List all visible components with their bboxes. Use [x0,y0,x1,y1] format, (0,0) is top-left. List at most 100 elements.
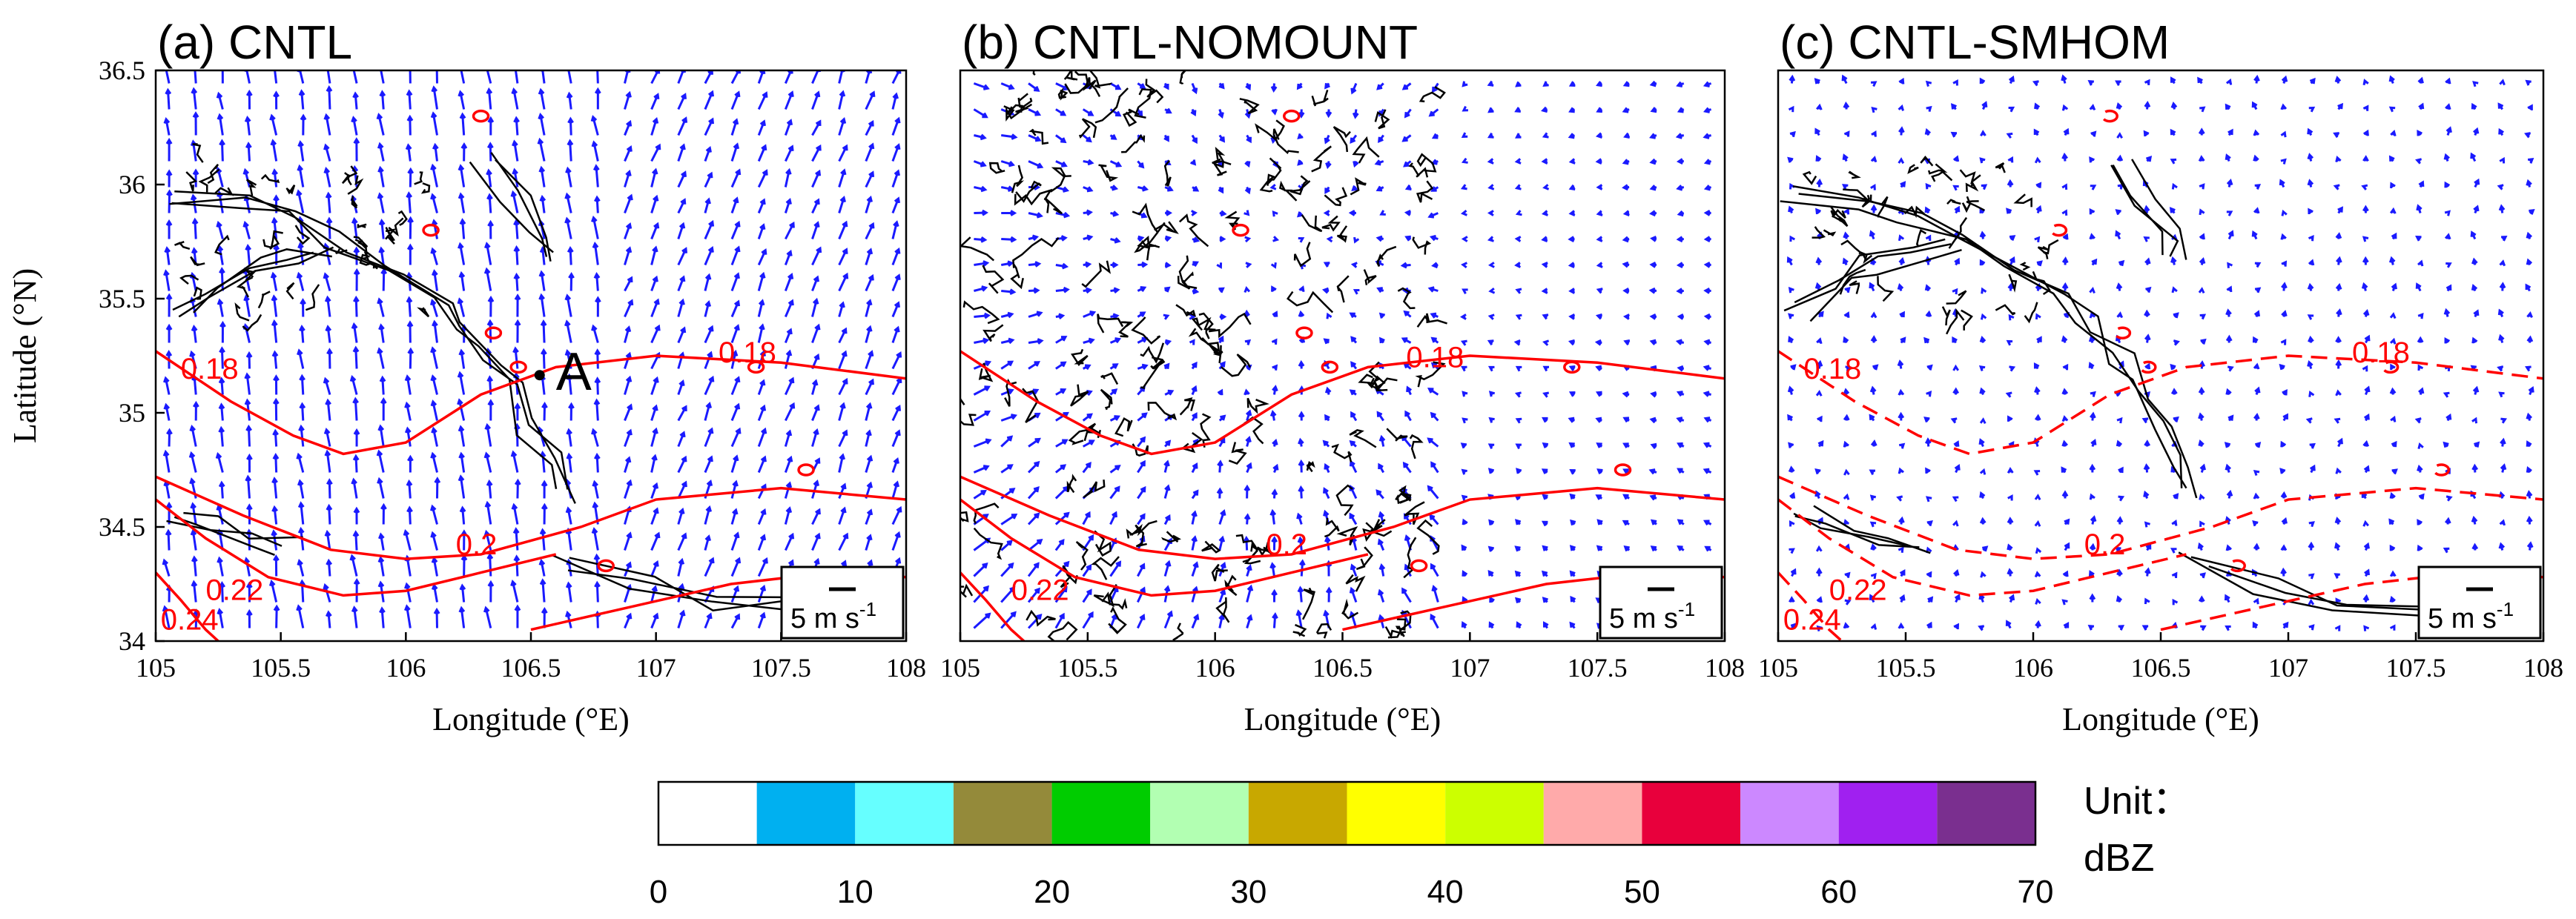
wind-vector-head [2143,205,2150,212]
wind-vector [405,584,412,603]
wind-vector-head [813,353,820,360]
wind-vector-head [458,606,466,613]
wind-vector-head [2226,179,2233,186]
wind-vector-head [1677,468,1683,474]
wind-vector [328,219,331,239]
wind-vector-head [270,271,277,279]
wind-vector-head [1898,104,1904,111]
wind-vector-head [1954,205,1961,213]
wind-vector-head [1815,208,1821,215]
wind-vector-head [2361,282,2368,289]
wind-vector-head [787,90,794,98]
contour-label: 0.18 [1803,353,1861,385]
wind-vector-head [2334,573,2340,580]
wind-vector [1000,540,1012,551]
wind-vector [838,431,848,448]
wind-vector [485,453,492,473]
wind-vector-head [297,164,304,171]
wind-vector-head [2280,158,2287,165]
wind-vector [163,560,171,577]
wind-vector-head [1217,388,1223,396]
y-tick-label: 36.5 [99,56,145,85]
wind-vector-head [652,482,659,489]
wind-vector-head [2145,543,2152,550]
wind-vector-head [1378,563,1386,570]
wind-vector-head [653,298,660,305]
wind-vector-head [2415,282,2422,289]
wind-vector [273,478,278,499]
wind-vector-head [681,93,687,99]
wind-vector-head [2253,597,2259,605]
wind-vector-head [2388,518,2395,525]
wind-vector-head [2254,262,2262,268]
wind-vector-head [1058,313,1066,320]
wind-vector [1297,611,1303,628]
wind-vector-head [408,63,412,67]
wind-vector [1054,486,1069,500]
wind-vector-head [430,531,437,538]
wind-vector-head [1952,288,1958,295]
wind-vector [297,454,305,473]
wind-vector-head [297,479,304,486]
wind-vector [650,196,658,213]
wind-vector-head [2418,102,2425,110]
wind-vector-head [1926,391,1932,397]
terrain-contour [1959,169,1981,185]
wind-vector [730,428,741,448]
wind-vector-head [271,294,278,302]
colorbar-swatch [658,782,757,845]
wind-vector [408,91,412,110]
wind-vector-head [1298,359,1305,367]
wind-vector [324,378,331,395]
wind-vector-head [1898,388,1905,396]
wind-vector-head [868,222,875,229]
wind-vector-head [893,457,899,464]
wind-vector [353,607,358,628]
wind-vector-head [2363,542,2370,549]
wind-vector-head [2417,364,2424,371]
y-tick-label: 34 [119,626,145,656]
wind-vector [973,563,988,577]
wind-vector-head [513,554,521,562]
wind-vector-head [2225,153,2231,161]
wind-vector-head [1163,362,1170,369]
terrain-contour [1404,501,1425,525]
x-tick-label: 107 [1450,653,1490,683]
wind-vector [784,378,794,396]
wind-vector [1246,586,1252,603]
wind-vector [299,481,305,499]
wind-vector-head [839,116,847,124]
wind-vector-head [298,424,305,431]
wind-vector [460,273,466,291]
wind-vector [677,223,684,239]
wind-vector-head [593,272,601,279]
wind-vector-head [866,481,873,488]
wind-vector-head [1219,437,1226,444]
terrain-contour [1395,618,1407,636]
terrain-contour [2024,302,2038,324]
wind-vector-head [760,508,767,515]
wind-vector-head [2227,262,2233,268]
wind-vector-head [1542,365,1550,372]
wind-vector [650,508,658,525]
terrain-contour [1387,610,1412,639]
wind-vector [865,144,874,162]
terrain-contour [1266,157,1282,185]
terrain-contour [1003,103,1033,122]
wind-vector [973,538,990,551]
wind-vector-head [1140,83,1146,89]
wind-vector-head [2033,362,2040,369]
wind-vector-head [2526,231,2532,239]
wind-vector-head [1086,234,1094,242]
wind-vector-head [1596,519,1603,525]
wind-vector-head [1650,107,1657,113]
wind-vector-head [1596,107,1602,113]
wind-vector-head [1461,468,1467,475]
wind-vector-head [1542,417,1548,423]
wind-vector [784,329,792,344]
wind-vector-head [842,144,848,151]
wind-vector-head [2418,180,2425,188]
terrain-contour [1861,194,1872,208]
terrain-contour [1179,70,1187,84]
contour-blob [2113,326,2132,339]
